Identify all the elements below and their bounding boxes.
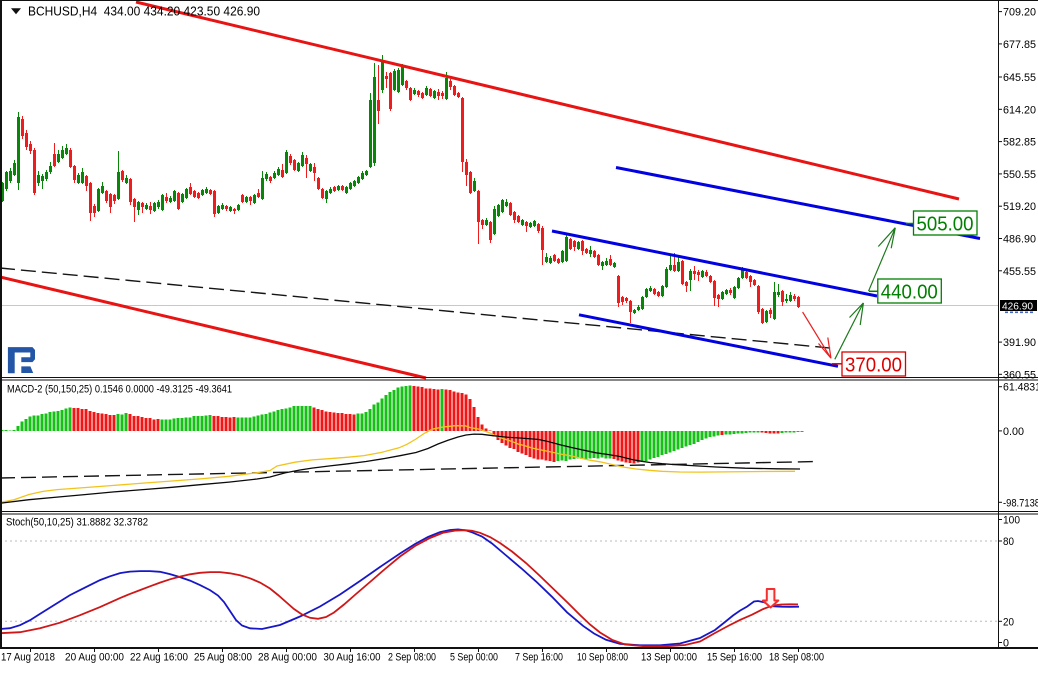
svg-text:677.85: 677.85 — [1003, 39, 1036, 51]
svg-text:582.85: 582.85 — [1003, 137, 1036, 149]
svg-text:30 Aug 16:00: 30 Aug 16:00 — [324, 652, 381, 664]
svg-text:0.00: 0.00 — [1003, 426, 1024, 438]
svg-text:391.90: 391.90 — [1003, 337, 1036, 349]
svg-text:20: 20 — [1003, 616, 1014, 628]
svg-text:5 Sep 00:00: 5 Sep 00:00 — [450, 652, 498, 664]
svg-text:13 Sep 00:00: 13 Sep 00:00 — [641, 652, 697, 664]
svg-text:519.20: 519.20 — [1003, 201, 1036, 213]
svg-text:614.20: 614.20 — [1003, 104, 1036, 116]
svg-text:7 Sep 16:00: 7 Sep 16:00 — [515, 652, 563, 664]
svg-text:17 Aug 2018: 17 Aug 2018 — [1, 652, 55, 664]
svg-text:2 Sep 08:00: 2 Sep 08:00 — [388, 652, 436, 664]
svg-text:61.4831: 61.4831 — [1003, 382, 1038, 394]
svg-text:25 Aug 08:00: 25 Aug 08:00 — [194, 652, 252, 664]
svg-text:15 Sep 16:00: 15 Sep 16:00 — [707, 652, 762, 664]
svg-text:100: 100 — [1003, 515, 1020, 527]
svg-text:440.00: 440.00 — [881, 281, 938, 304]
svg-text:BCHUSD,H4 434.00 434.20 423.5: BCHUSD,H4 434.00 434.20 423.50 426.90 — [28, 5, 260, 19]
svg-text:Stoch(50,10,25) 31.8882 32.378: Stoch(50,10,25) 31.8882 32.3782 — [6, 517, 148, 529]
svg-text:505.00: 505.00 — [917, 213, 974, 236]
svg-text:0: 0 — [1003, 638, 1009, 650]
svg-text:10 Sep 08:00: 10 Sep 08:00 — [577, 652, 628, 664]
svg-text:18 Sep 08:00: 18 Sep 08:00 — [769, 652, 824, 664]
svg-text:20 Aug 00:00: 20 Aug 00:00 — [65, 652, 124, 664]
svg-text:28 Aug 00:00: 28 Aug 00:00 — [258, 652, 317, 664]
svg-text:426.90: 426.90 — [1002, 300, 1033, 312]
svg-text:-98.7138: -98.7138 — [1003, 497, 1038, 509]
svg-text:360.55: 360.55 — [1003, 369, 1036, 381]
svg-text:455.55: 455.55 — [1003, 266, 1036, 278]
svg-text:22 Aug 16:00: 22 Aug 16:00 — [130, 652, 188, 664]
svg-text:550.55: 550.55 — [1003, 169, 1036, 181]
svg-text:80: 80 — [1003, 536, 1014, 548]
svg-text:486.90: 486.90 — [1003, 234, 1036, 246]
svg-text:370.00: 370.00 — [845, 354, 902, 377]
svg-text:645.55: 645.55 — [1003, 72, 1036, 84]
svg-text:709.20: 709.20 — [1003, 7, 1036, 19]
svg-text:MACD-2 (50,150,25) 0.1546 0.00: MACD-2 (50,150,25) 0.1546 0.0000 -49.312… — [7, 384, 232, 396]
